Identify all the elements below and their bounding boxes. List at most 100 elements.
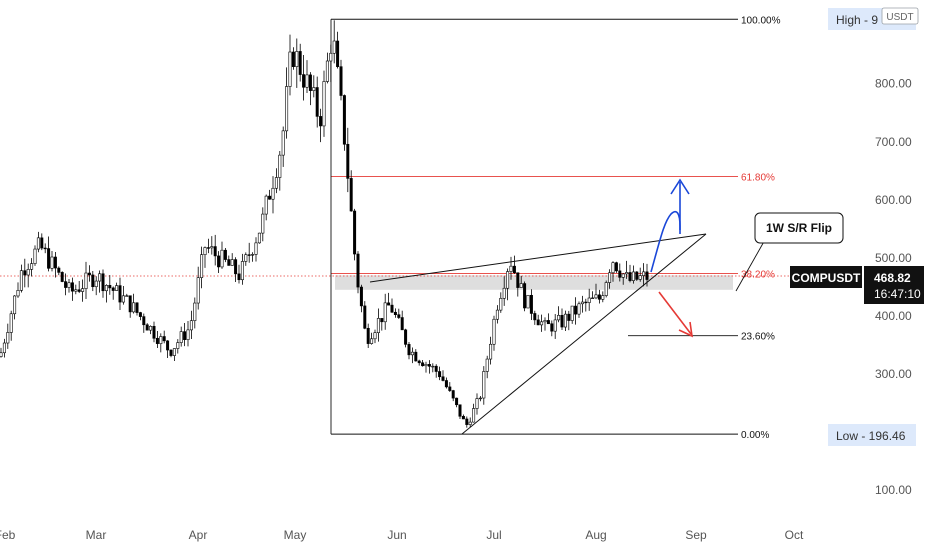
candle-body xyxy=(19,270,23,291)
candle-body xyxy=(254,242,258,255)
candle xyxy=(234,257,238,283)
candle-body xyxy=(247,254,251,256)
candle-body xyxy=(23,270,27,276)
candle xyxy=(81,279,85,302)
candle xyxy=(74,284,78,295)
last-price: 468.82 xyxy=(874,271,911,285)
triangle-lower-trendline xyxy=(461,233,707,435)
candle-body xyxy=(64,281,68,288)
candle-body xyxy=(240,261,244,281)
candle xyxy=(366,323,370,348)
candle xyxy=(101,269,105,298)
candle-body xyxy=(145,324,149,331)
callout-box xyxy=(754,212,844,244)
candle xyxy=(183,322,187,347)
candle-body xyxy=(223,249,227,260)
bullish-path-arrow xyxy=(650,210,681,273)
candle xyxy=(543,317,547,331)
candle xyxy=(356,251,360,294)
fib-level-label: 38.20% xyxy=(741,270,775,281)
candle-body xyxy=(502,287,506,299)
candle-body xyxy=(125,295,129,297)
candle xyxy=(417,359,421,366)
candle-body xyxy=(325,60,329,82)
candle-body xyxy=(366,327,370,344)
candle xyxy=(230,253,234,266)
candle-body xyxy=(315,87,319,117)
x-tick-label: Mar xyxy=(86,528,107,542)
currency-badge-text: USDT xyxy=(886,12,913,23)
candle xyxy=(458,404,462,419)
candle-body xyxy=(159,336,163,344)
x-tick-label: Jun xyxy=(387,528,406,542)
candle xyxy=(492,315,496,351)
candle-body xyxy=(584,301,588,304)
candle xyxy=(325,52,329,84)
candle-body xyxy=(393,311,397,315)
candle xyxy=(0,347,3,358)
candle-body xyxy=(81,288,85,292)
candle xyxy=(268,189,272,200)
y-tick-label: 500.00 xyxy=(875,251,912,265)
candle xyxy=(315,76,319,128)
candle-body xyxy=(2,342,6,354)
candle xyxy=(40,233,44,251)
x-tick-label: Feb xyxy=(0,528,16,542)
candle-body xyxy=(353,210,357,255)
candle-body xyxy=(434,365,438,372)
candle-body xyxy=(149,325,153,331)
candle xyxy=(387,292,391,306)
candle xyxy=(478,395,482,402)
candle xyxy=(285,67,289,139)
candle-body xyxy=(533,313,537,321)
candle-body xyxy=(611,262,615,274)
candle xyxy=(336,31,340,69)
candle xyxy=(533,310,537,325)
candle-body xyxy=(557,315,561,321)
candle-body xyxy=(553,319,557,332)
candle-body xyxy=(594,294,598,299)
candle xyxy=(274,168,278,194)
x-tick-label: Aug xyxy=(585,528,606,542)
candle-body xyxy=(631,271,635,281)
candle-body xyxy=(597,294,601,300)
candle xyxy=(115,282,119,291)
candle xyxy=(162,330,166,344)
candle xyxy=(319,108,323,143)
candle xyxy=(516,272,520,297)
candle-body xyxy=(200,254,204,278)
candle-body xyxy=(380,318,384,323)
candle xyxy=(121,286,125,305)
price-badge-bg xyxy=(864,266,924,304)
candle xyxy=(608,269,612,289)
candle xyxy=(47,236,51,272)
candle xyxy=(438,366,442,381)
candle-body xyxy=(257,232,261,244)
candle xyxy=(166,340,170,358)
candle-body xyxy=(492,318,496,345)
candle-body xyxy=(407,344,411,356)
candle xyxy=(431,363,435,373)
candle-body xyxy=(472,408,476,423)
candle xyxy=(302,54,306,101)
candle-body xyxy=(485,358,489,372)
candle xyxy=(135,302,139,316)
candle xyxy=(43,243,47,254)
candle xyxy=(414,349,418,362)
candle xyxy=(363,301,367,330)
candle-body xyxy=(16,290,20,297)
candle-body xyxy=(516,272,520,288)
candle xyxy=(353,208,357,261)
candle xyxy=(53,251,57,278)
candle-body xyxy=(339,66,343,96)
candle-body xyxy=(179,331,183,343)
candle-body xyxy=(278,154,282,178)
candle xyxy=(67,278,71,293)
candle-body xyxy=(94,280,98,288)
low-badge-bg xyxy=(828,424,916,446)
candle xyxy=(485,355,489,379)
candle-body xyxy=(332,40,336,54)
candle xyxy=(468,417,472,428)
candle xyxy=(625,260,629,279)
